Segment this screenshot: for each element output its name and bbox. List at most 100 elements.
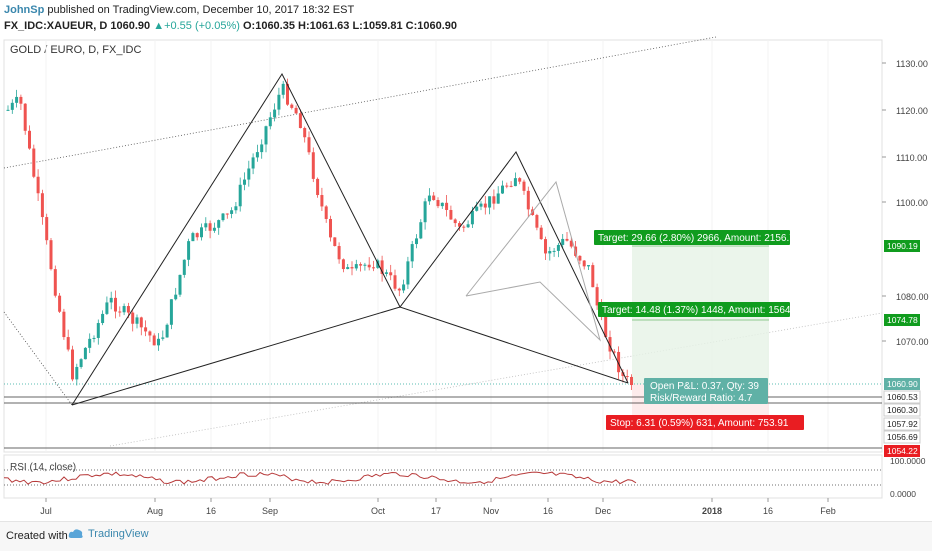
symbol-label: GOLD / EURO, D, FX_IDC <box>10 44 142 56</box>
candle-body <box>380 260 384 274</box>
candle-body <box>182 259 186 275</box>
candle-body <box>372 267 375 269</box>
target2-label[interactable]: Target: 14.48 (1.37%) 1448, Amount: 1564… <box>598 302 805 317</box>
secondary-pattern[interactable] <box>465 180 601 342</box>
candle-body <box>470 210 474 225</box>
candle-body <box>243 179 246 185</box>
candle-body <box>316 178 320 196</box>
time-tick-label: 16 <box>763 506 773 516</box>
candle-body <box>462 226 466 228</box>
candle-body <box>587 265 590 267</box>
candle-body <box>410 244 414 262</box>
target1-label[interactable]: Target: 29.66 (2.80%) 2966, Amount: 2156… <box>594 230 801 245</box>
candle-series[interactable] <box>6 78 634 391</box>
pnl-label[interactable]: Open P&L: 0.37, Qty: 39 Risk/Reward Rati… <box>644 378 768 404</box>
candle-body <box>161 337 165 339</box>
candle-body <box>187 241 191 260</box>
price-badge-text: 1090.19 <box>887 241 918 251</box>
candle-body <box>595 287 599 306</box>
candle-body <box>208 223 212 231</box>
candle-body <box>105 302 109 314</box>
risk-reward-text: Risk/Reward Ratio: 4.7 <box>650 393 753 404</box>
time-axis[interactable]: Jul Aug 16 Sep Oct 17 Nov 16 Dec 2018 16 Feb <box>40 498 836 516</box>
candle-body <box>419 222 423 239</box>
footer: Created with TradingView <box>0 521 932 551</box>
candle-body <box>191 233 195 242</box>
time-tick-label: Sep <box>262 506 278 516</box>
price-badge-text: 1060.53 <box>887 392 918 402</box>
candle-body <box>178 274 182 295</box>
price-badge <box>883 390 921 404</box>
price-axis[interactable]: 1130.00 1120.00 1110.00 1100.00 1080.00 1070.… <box>882 59 929 347</box>
candle-body <box>53 269 57 296</box>
stop-label[interactable]: Stop: 6.31 (0.59%) 631, Amount: 753.91 <box>606 415 804 430</box>
candle-body <box>66 337 70 350</box>
candle-body <box>71 349 74 380</box>
candle-body <box>389 272 393 276</box>
candle-body <box>612 351 616 353</box>
upper-trendline[interactable] <box>3 36 717 169</box>
tradingview-link[interactable]: TradingView <box>68 528 149 540</box>
price-tick-label: 1080.00 <box>896 292 929 302</box>
candle-body <box>311 152 315 179</box>
stop-text: Stop: 6.31 (0.59%) 631, Amount: 753.91 <box>610 418 789 429</box>
rsi-line[interactable] <box>3 471 637 485</box>
candle-body <box>591 265 595 288</box>
time-tick-label: 2018 <box>702 506 722 516</box>
author-name[interactable]: JohnSp <box>4 4 45 16</box>
candle-body <box>608 337 612 352</box>
candle-body <box>23 103 27 131</box>
candle-body <box>114 297 117 312</box>
price-badge <box>884 314 920 326</box>
left-trendline[interactable] <box>3 311 73 406</box>
candle-body <box>144 327 148 332</box>
last-price: 1060.90 <box>110 20 151 32</box>
candle-body <box>475 206 479 211</box>
price-pane[interactable] <box>3 39 883 453</box>
candle-body <box>212 227 216 231</box>
price-change: +0.55 (+0.05%) <box>164 20 240 32</box>
price-tick-label: 1110.00 <box>896 153 927 163</box>
candle-body <box>10 102 14 110</box>
ticker-line: FX_IDC:XAUEUR, D 1060.90 ▲+0.55 (+0.05%)… <box>4 20 457 32</box>
candle-body <box>432 195 436 201</box>
price-badge <box>884 378 920 390</box>
time-tick-label: Oct <box>371 506 386 516</box>
candle-body <box>148 331 152 336</box>
candle-body <box>264 126 268 145</box>
price-tick-label: 1100.00 <box>896 198 928 208</box>
rsi-pane[interactable] <box>3 454 883 499</box>
candle-body <box>402 284 406 291</box>
candle-body <box>255 152 259 158</box>
candle-body <box>277 94 281 110</box>
candle-body <box>393 275 397 289</box>
price-badge <box>884 445 920 457</box>
candle-body <box>630 376 633 386</box>
price-badges: 1090.19 1074.78 1060.90 1060.53 1060.30 1057.… <box>883 240 921 457</box>
candle-body <box>363 264 367 266</box>
candle-body <box>539 227 543 240</box>
candle-body <box>492 196 496 204</box>
candle-body <box>152 335 156 346</box>
candle-body <box>58 295 62 312</box>
candle-body <box>294 107 298 114</box>
candle-body <box>88 338 92 348</box>
harmonic-pattern-base[interactable] <box>71 306 629 406</box>
time-tick-label: Aug <box>147 506 163 516</box>
candle-body <box>165 324 169 338</box>
candle-body <box>440 202 444 207</box>
candle-body <box>324 206 328 219</box>
price-tick-label: 1070.00 <box>896 337 929 347</box>
candle-body <box>135 317 139 324</box>
candle-body <box>139 317 143 328</box>
candle-body <box>286 83 289 105</box>
candle-body <box>260 144 264 153</box>
candle-body <box>522 181 526 191</box>
price-badge <box>884 240 920 252</box>
candle-body <box>436 200 440 207</box>
candle-body <box>131 312 135 324</box>
candle-body <box>397 288 401 291</box>
candle-body <box>268 117 272 127</box>
candle-body <box>225 213 229 215</box>
